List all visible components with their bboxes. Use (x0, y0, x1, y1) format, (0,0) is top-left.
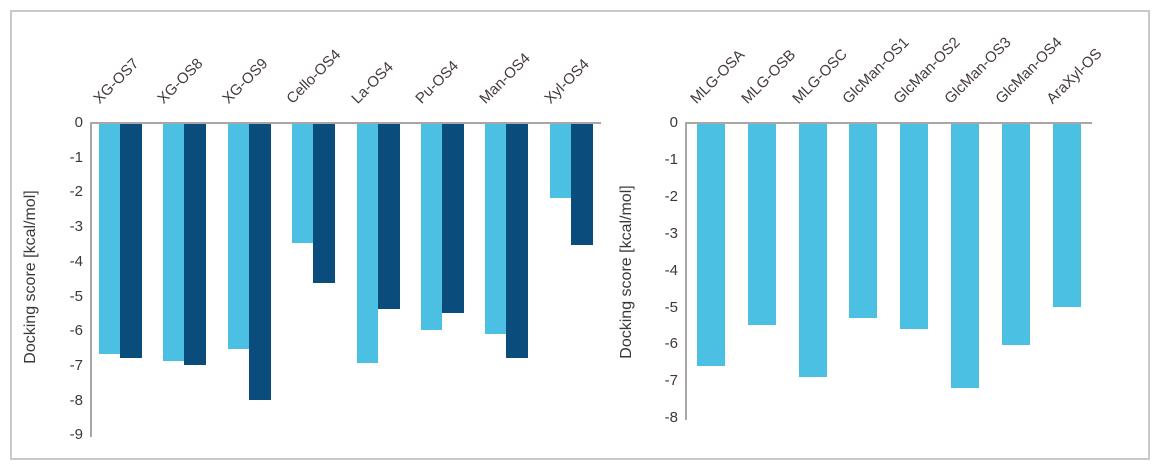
bar-pu-os4-dark (442, 122, 464, 313)
bar-mlg-osa (697, 122, 725, 366)
category-label: MLG-OSB (738, 46, 800, 108)
zero-baseline (685, 122, 1092, 124)
y-tick-label: -2 (664, 187, 678, 205)
bar-xg-os9-dark (248, 122, 271, 400)
y-tick-label: -7 (69, 356, 83, 374)
bar-la-os4-dark (377, 122, 400, 310)
bar-xg-os8-light (163, 122, 185, 362)
bar-glcman-os1 (849, 122, 878, 318)
bar-mlg-osc (798, 122, 827, 377)
bar-xg-os7-light (99, 122, 120, 355)
bar-cello-os4-light (292, 122, 314, 244)
bar-la-os4-light (356, 122, 378, 364)
bar-mlg-osb (747, 122, 776, 325)
y-tick-label: -8 (664, 409, 678, 427)
y-tick-label: -6 (664, 335, 678, 353)
y-tick-label: -1 (664, 150, 678, 168)
y-tick-label: -5 (69, 287, 83, 305)
y-tick-label: 0 (669, 114, 678, 131)
bar-glcman-os3 (951, 122, 979, 388)
bar-glcman-os4 (1001, 122, 1030, 346)
bar-xyl-os4-light (549, 122, 571, 199)
bar-man-os4-light (485, 122, 507, 334)
y-tick-label: -5 (664, 298, 678, 316)
bar-xg-os7-dark (120, 122, 142, 358)
y-tick-label: -7 (664, 372, 678, 390)
bar-man-os4-dark (506, 122, 529, 358)
y-axis-line (685, 122, 687, 420)
bar-araxyl-os (1052, 122, 1081, 307)
y-tick-label: -2 (69, 183, 83, 201)
y-tick-label: -6 (69, 322, 83, 340)
y-tick-label: -4 (69, 252, 83, 270)
y-axis-line (90, 122, 92, 437)
bar-xg-os8-dark (184, 122, 207, 365)
bar-pu-os4-light (421, 122, 442, 331)
bar-xg-os9-light (227, 122, 249, 350)
y-tick-label: -3 (664, 224, 678, 242)
y-tick-label: -1 (69, 148, 83, 166)
category-label: MLG-OSA (687, 46, 749, 108)
y-tick-label: -4 (664, 261, 678, 279)
y-tick-label: -3 (69, 218, 83, 236)
zero-baseline (90, 122, 601, 124)
y-tick-label: -8 (69, 391, 83, 409)
bar-cello-os4-dark (313, 122, 336, 284)
y-tick-label: -9 (69, 426, 83, 444)
y-tick-label: 0 (74, 114, 83, 131)
right-y-axis-title: Docking score [kcal/mol] (618, 185, 635, 359)
bar-xyl-os4-dark (570, 122, 593, 246)
bar-glcman-os2 (900, 122, 929, 329)
